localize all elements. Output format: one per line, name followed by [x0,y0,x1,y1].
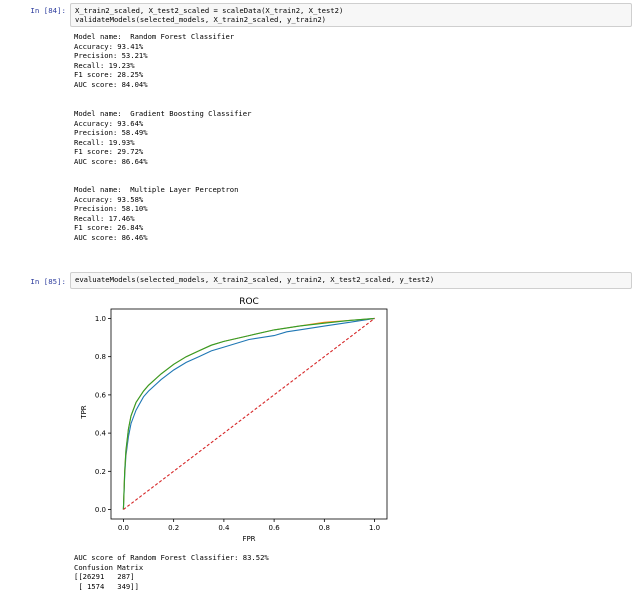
cell-85-output-text: AUC score of Random Forest Classifier: 8… [74,553,269,591]
plot-frame [110,308,388,520]
cell-84-code-editor[interactable]: X_train2_scaled, X_test2_scaled = scaleD… [70,3,632,27]
chart-title: ROC [239,297,259,307]
output-line: Recall: 19.93% [74,137,135,147]
cell-84-output-gb: Model name: Gradient Boosting Classifier… [74,109,251,166]
output-line: Precision: 53.21% [74,51,148,60]
output-line: F1 score: 26.84% [74,223,144,232]
output-line: Accuracy: 93.64% [74,118,144,128]
output-line: Recall: 17.46% [74,213,135,223]
x-axis-label: FPR [242,535,255,543]
output-line: Model name: Gradient Boosting Classifier [74,109,252,118]
output-line: Accuracy: 93.41% [74,41,144,51]
y-tick-label: 1.0 [95,315,106,323]
roc-series-line-2 [122,317,375,510]
output-line: Confusion Matrix [74,562,144,572]
y-tick-label: 0.6 [95,391,107,399]
random-baseline-line [123,317,375,510]
roc-series-line-0 [122,317,375,510]
output-line: F1 score: 29.72% [74,147,144,156]
y-tick-label: 0.4 [95,430,107,438]
y-tick-label: 0.2 [95,468,106,476]
output-line: Precision: 58.49% [74,128,148,137]
cell-84-output-mlp: Model name: Multiple Layer Perceptron Ac… [74,185,238,242]
cell-84-prompt: In [84]: [30,6,66,15]
y-tick-label: 0.0 [95,506,106,514]
output-line: AUC score: 84.04% [74,79,148,89]
code-line: evaluateModels(selected_models, X_train2… [75,275,435,284]
output-line: Model name: Multiple Layer Perceptron [74,185,239,194]
output-line: Accuracy: 93.58% [74,194,144,204]
y-axis-label: TPR [80,405,88,419]
x-tick-label: 1.0 [369,524,380,532]
x-tick-label: 0.8 [319,524,330,532]
output-line: Recall: 19.23% [74,60,135,70]
x-tick-label: 0.2 [168,524,179,532]
roc-chart: ROC TPR FPR 0.0 0.2 0.4 0.6 0.8 1.0 0.0 0.2 0.4 0… [80,297,388,543]
output-line: [[26291 287] [74,572,135,581]
x-tick-label: 0.4 [218,524,230,532]
code-line: X_train2_scaled, X_test2_scaled = scaleD… [75,6,344,15]
output-line: F1 score: 28.25% [74,70,144,79]
output-line: AUC score of Random Forest Classifier: 8… [74,553,269,562]
y-tick-label: 0.8 [95,353,106,361]
x-tick-label: 0.6 [269,524,281,532]
output-line: Model name: Random Forest Classifier [74,32,235,41]
output-line: Precision: 58.10% [74,204,148,213]
output-line: AUC score: 86.64% [74,156,148,166]
output-line: [ 1574 349]] [74,581,139,591]
cell-84-output-rf: Model name: Random Forest Classifier Acc… [74,32,234,89]
code-line: validateModels(selected_models, X_train2… [75,15,326,24]
cell-85-prompt: In [85]: [30,277,66,286]
x-tick-label: 0.0 [118,524,129,532]
output-line: AUC score: 86.46% [74,232,148,242]
cell-85-code-editor[interactable]: evaluateModels(selected_models, X_train2… [70,272,632,289]
